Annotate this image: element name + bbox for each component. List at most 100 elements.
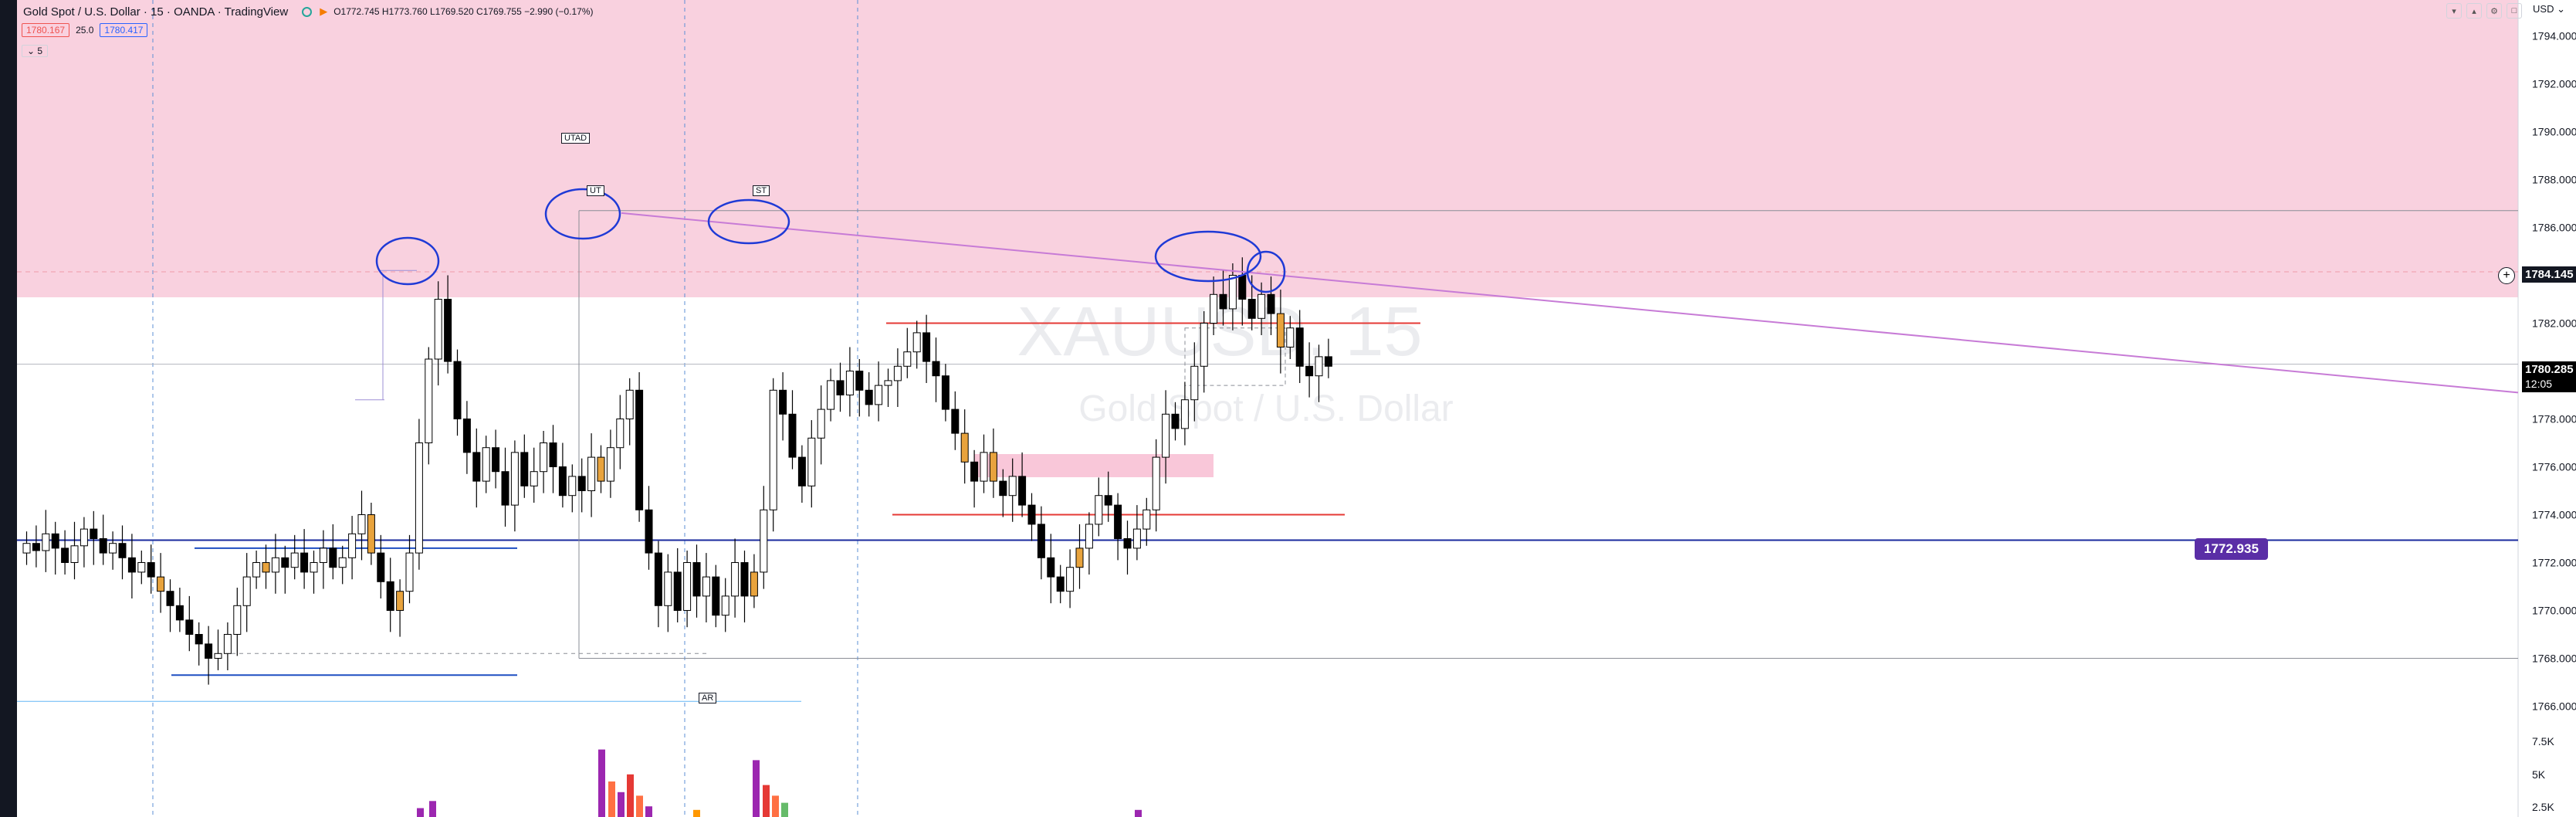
hand-drawn-circle xyxy=(1154,230,1262,283)
currency-selector[interactable]: USD ⌄ xyxy=(2533,3,2565,15)
candle-body xyxy=(1008,476,1017,497)
candle-body xyxy=(664,571,672,606)
chevron-down-icon: ⌄ xyxy=(27,46,36,56)
annotation-ut[interactable]: UT xyxy=(587,185,604,196)
chevron-down-icon: ⌄ xyxy=(2557,3,2565,15)
candle-body xyxy=(99,538,107,554)
candle-body xyxy=(721,595,729,616)
candle-body xyxy=(109,543,117,554)
candle-body xyxy=(434,299,442,360)
candle-body xyxy=(396,591,405,612)
candle-body xyxy=(797,456,806,486)
candle-body xyxy=(157,576,165,592)
currency-label: USD xyxy=(2533,3,2554,15)
volume-bar xyxy=(608,781,615,817)
candle-body xyxy=(912,332,921,353)
candle-body xyxy=(645,509,653,554)
arrow-down-icon[interactable]: ▾ xyxy=(2446,3,2462,19)
candle-body xyxy=(70,545,79,563)
flag-icon[interactable]: ▶ xyxy=(320,5,328,17)
left-toolbar-edge xyxy=(0,0,17,817)
volume-bar xyxy=(636,795,643,817)
add-alert-icon[interactable]: + xyxy=(2498,267,2515,284)
candle-body xyxy=(1037,524,1045,558)
y-tick-label: 1792.000 xyxy=(2532,78,2576,90)
buy-button[interactable]: 1780.417 xyxy=(100,23,148,37)
candle-body xyxy=(492,447,500,473)
candle-body xyxy=(252,562,261,578)
y-tick-label: 1788.000 xyxy=(2532,174,2576,186)
market-open-icon xyxy=(302,6,313,17)
volume-bar xyxy=(627,774,634,817)
candle-body xyxy=(377,552,385,582)
volume-bar xyxy=(429,801,436,817)
candle-body xyxy=(1027,504,1036,525)
candle-body xyxy=(166,591,174,606)
candle-body xyxy=(960,432,969,463)
candle-body xyxy=(1152,456,1160,510)
candle-body xyxy=(577,476,586,492)
chart-header: Gold Spot / U.S. Dollar · 15 · OANDA · T… xyxy=(23,3,593,20)
candle-body xyxy=(310,562,318,573)
candle-body xyxy=(922,332,931,362)
candle-body xyxy=(1200,323,1208,367)
volume-bar xyxy=(781,802,788,817)
candle-body xyxy=(1295,327,1304,367)
candle-body xyxy=(1276,313,1285,348)
crosshair-price-label: 1784.145 xyxy=(2522,266,2576,283)
level-price-label[interactable]: 1772.935 xyxy=(2195,538,2268,560)
candle-body xyxy=(692,562,701,597)
volume-bar xyxy=(645,806,652,817)
annotation-st[interactable]: ST xyxy=(753,185,770,196)
candle-body xyxy=(147,562,155,578)
ohlc-values: O1772.745 H1773.760 L1769.520 C1769.755 … xyxy=(333,6,594,17)
candle-body xyxy=(1075,547,1084,568)
sell-button[interactable]: 1780.167 xyxy=(22,23,70,37)
volume-tick-label: 2.5K xyxy=(2532,801,2554,813)
mid-supply-zone xyxy=(974,454,1214,477)
volume-bar xyxy=(753,760,760,817)
candle-body xyxy=(558,466,567,497)
volume-bar xyxy=(417,808,424,817)
arrow-up-icon[interactable]: ▴ xyxy=(2466,3,2482,19)
candle-body xyxy=(1142,509,1151,530)
volume-bar xyxy=(763,785,770,817)
last-price-label: 1780.285 12:05 xyxy=(2522,361,2576,392)
candle-body xyxy=(42,533,50,551)
y-tick-label: 1776.000 xyxy=(2532,461,2576,473)
candle-body xyxy=(740,562,749,597)
candle-body xyxy=(970,461,979,482)
candle-body xyxy=(1171,413,1180,429)
candle-body xyxy=(1228,275,1237,310)
price-axis-bg xyxy=(2518,0,2576,817)
candle-body xyxy=(568,476,577,497)
candle-body xyxy=(999,480,1007,497)
candle-body xyxy=(175,605,184,621)
candle-body xyxy=(185,619,194,636)
candle-body xyxy=(223,634,232,654)
volume-bar xyxy=(1135,809,1142,817)
candle-body xyxy=(827,380,835,410)
candle-body xyxy=(855,371,864,391)
candle-body xyxy=(137,562,146,573)
candle-body xyxy=(90,528,98,539)
maximize-icon[interactable]: □ xyxy=(2507,3,2522,19)
y-tick-label: 1794.000 xyxy=(2532,30,2576,42)
candle-body xyxy=(903,351,912,367)
candle-body xyxy=(932,361,940,377)
candle-body xyxy=(1210,293,1218,324)
annotation-utad[interactable]: UTAD xyxy=(561,133,591,144)
hand-drawn-circle xyxy=(707,198,790,245)
symbol-title[interactable]: Gold Spot / U.S. Dollar · 15 · OANDA · T… xyxy=(23,5,289,19)
candle-body xyxy=(262,562,270,573)
candle-body xyxy=(127,557,136,573)
indicator-toggle-button[interactable]: ⌄ 5 xyxy=(22,45,49,57)
y-tick-label: 1766.000 xyxy=(2532,700,2576,713)
settings-icon[interactable]: ⚙ xyxy=(2486,3,2502,19)
candle-body xyxy=(1123,538,1132,549)
annotation-ar[interactable]: AR xyxy=(699,693,717,703)
candle-body xyxy=(875,385,883,405)
candle-body xyxy=(405,552,414,592)
candle-body xyxy=(1324,356,1332,367)
